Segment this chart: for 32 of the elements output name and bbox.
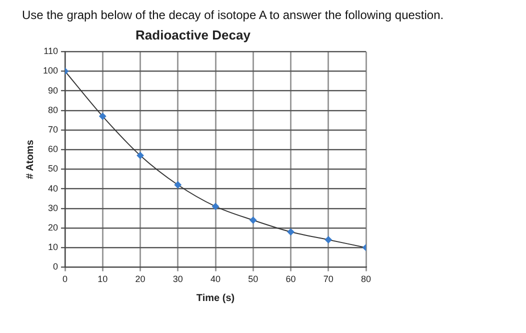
point bbox=[136, 152, 144, 159]
point bbox=[324, 236, 332, 244]
point bbox=[174, 181, 182, 188]
x-tick-label: 80 bbox=[360, 274, 372, 284]
y-tick-label: 110 bbox=[44, 46, 58, 56]
x-tick-label: 30 bbox=[172, 274, 183, 284]
x-tick-label: 20 bbox=[135, 274, 146, 284]
x-tick-label: 70 bbox=[323, 274, 334, 284]
y-tick-label: 90 bbox=[48, 85, 58, 96]
point bbox=[212, 202, 220, 210]
point bbox=[99, 112, 106, 120]
y-tick-label: 40 bbox=[48, 183, 58, 194]
text: Use the graph below of the decay of isotope A to answer the following question. bbox=[22, 8, 445, 22]
x-tick-label: 60 bbox=[286, 274, 296, 284]
point bbox=[250, 216, 257, 224]
y-tick-label: 30 bbox=[48, 202, 58, 213]
y-tick-label: 60 bbox=[48, 144, 58, 154]
y-axis-title: # Atoms bbox=[24, 139, 36, 179]
x-tick-label: 40 bbox=[210, 274, 221, 284]
x-tick-label: 50 bbox=[248, 274, 258, 284]
y-tick-label: 80 bbox=[48, 104, 58, 115]
y-tick-label: 0 bbox=[53, 262, 58, 272]
y-tick-label: 50 bbox=[48, 164, 58, 174]
y-tick-label: 70 bbox=[48, 124, 58, 134]
y-tick-label: 10 bbox=[48, 242, 58, 252]
point bbox=[287, 228, 294, 236]
x-axis-title: Time (s) bbox=[196, 292, 235, 304]
y-tick-label: 20 bbox=[48, 222, 58, 232]
x-tick-label: 0 bbox=[62, 274, 68, 284]
chart-title: Radioactive Decay bbox=[136, 27, 252, 42]
x-tick-label: 10 bbox=[98, 274, 108, 284]
y-tick-label: 100 bbox=[42, 66, 58, 76]
